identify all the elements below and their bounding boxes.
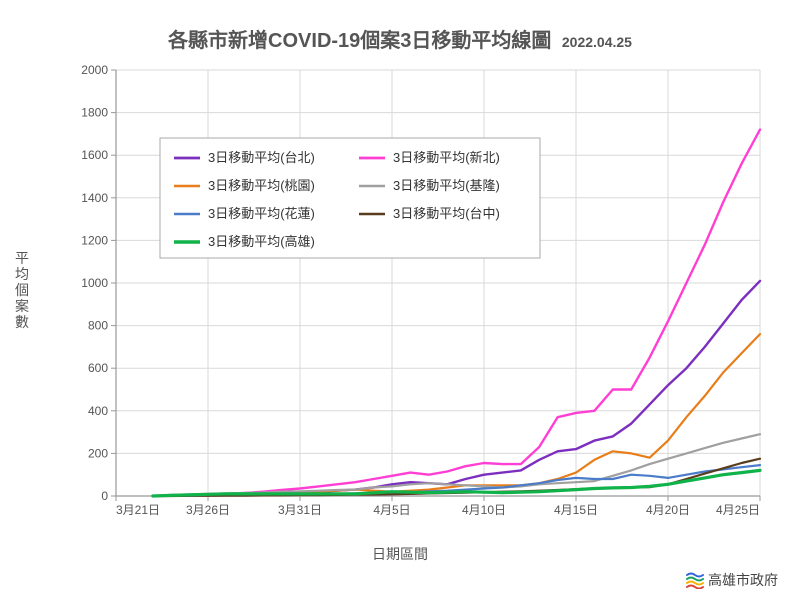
chart-container: 各縣市新增COVID-19個案3日移動平均線圖 2022.04.25 平均個案數…	[0, 0, 800, 600]
svg-text:4月20日: 4月20日	[646, 503, 690, 517]
attribution-text: 高雄市政府	[708, 570, 778, 590]
svg-text:3日移動平均(基隆): 3日移動平均(基隆)	[393, 178, 500, 193]
svg-text:4月25日: 4月25日	[716, 503, 760, 517]
svg-text:2000: 2000	[81, 63, 108, 77]
svg-text:3日移動平均(高雄): 3日移動平均(高雄)	[208, 234, 315, 249]
svg-text:4月10日: 4月10日	[462, 503, 506, 517]
title-main: 各縣市新增COVID-19個案3日移動平均線圖	[168, 30, 551, 52]
x-axis-label: 日期區間	[0, 544, 800, 564]
svg-text:4月15日: 4月15日	[554, 503, 598, 517]
svg-text:1400: 1400	[81, 191, 108, 205]
svg-text:3日移動平均(新北): 3日移動平均(新北)	[393, 150, 500, 165]
svg-text:1600: 1600	[81, 148, 108, 162]
svg-text:3日移動平均(台北): 3日移動平均(台北)	[208, 150, 315, 165]
svg-text:4月5日: 4月5日	[373, 503, 410, 517]
svg-text:3月31日: 3月31日	[278, 503, 322, 517]
svg-text:3月21日: 3月21日	[116, 503, 160, 517]
plot-area: 0 200 400 600 800 1000 1200 1400 1600 1800 2000 3月2…	[70, 60, 770, 530]
svg-text:3日移動平均(桃園): 3日移動平均(桃園)	[208, 178, 315, 193]
attribution: 高雄市政府	[686, 570, 778, 590]
svg-text:0: 0	[101, 489, 108, 503]
svg-text:3日移動平均(台中): 3日移動平均(台中)	[393, 206, 500, 221]
svg-text:1800: 1800	[81, 106, 108, 120]
title-date: 2022.04.25	[562, 34, 632, 50]
chart-title: 各縣市新增COVID-19個案3日移動平均線圖 2022.04.25	[0, 24, 800, 53]
y-axis-label: 平均個案數	[14, 250, 30, 330]
svg-text:3日移動平均(花蓮): 3日移動平均(花蓮)	[208, 206, 315, 221]
svg-text:1200: 1200	[81, 233, 108, 247]
svg-text:200: 200	[88, 446, 108, 460]
svg-text:600: 600	[88, 361, 108, 375]
svg-text:800: 800	[88, 319, 108, 333]
plot-svg: 0 200 400 600 800 1000 1200 1400 1600 1800 2000 3月2…	[70, 60, 770, 530]
svg-text:3月26日: 3月26日	[186, 503, 230, 517]
logo-icon	[686, 571, 704, 589]
svg-text:1000: 1000	[81, 276, 108, 290]
svg-text:400: 400	[88, 404, 108, 418]
